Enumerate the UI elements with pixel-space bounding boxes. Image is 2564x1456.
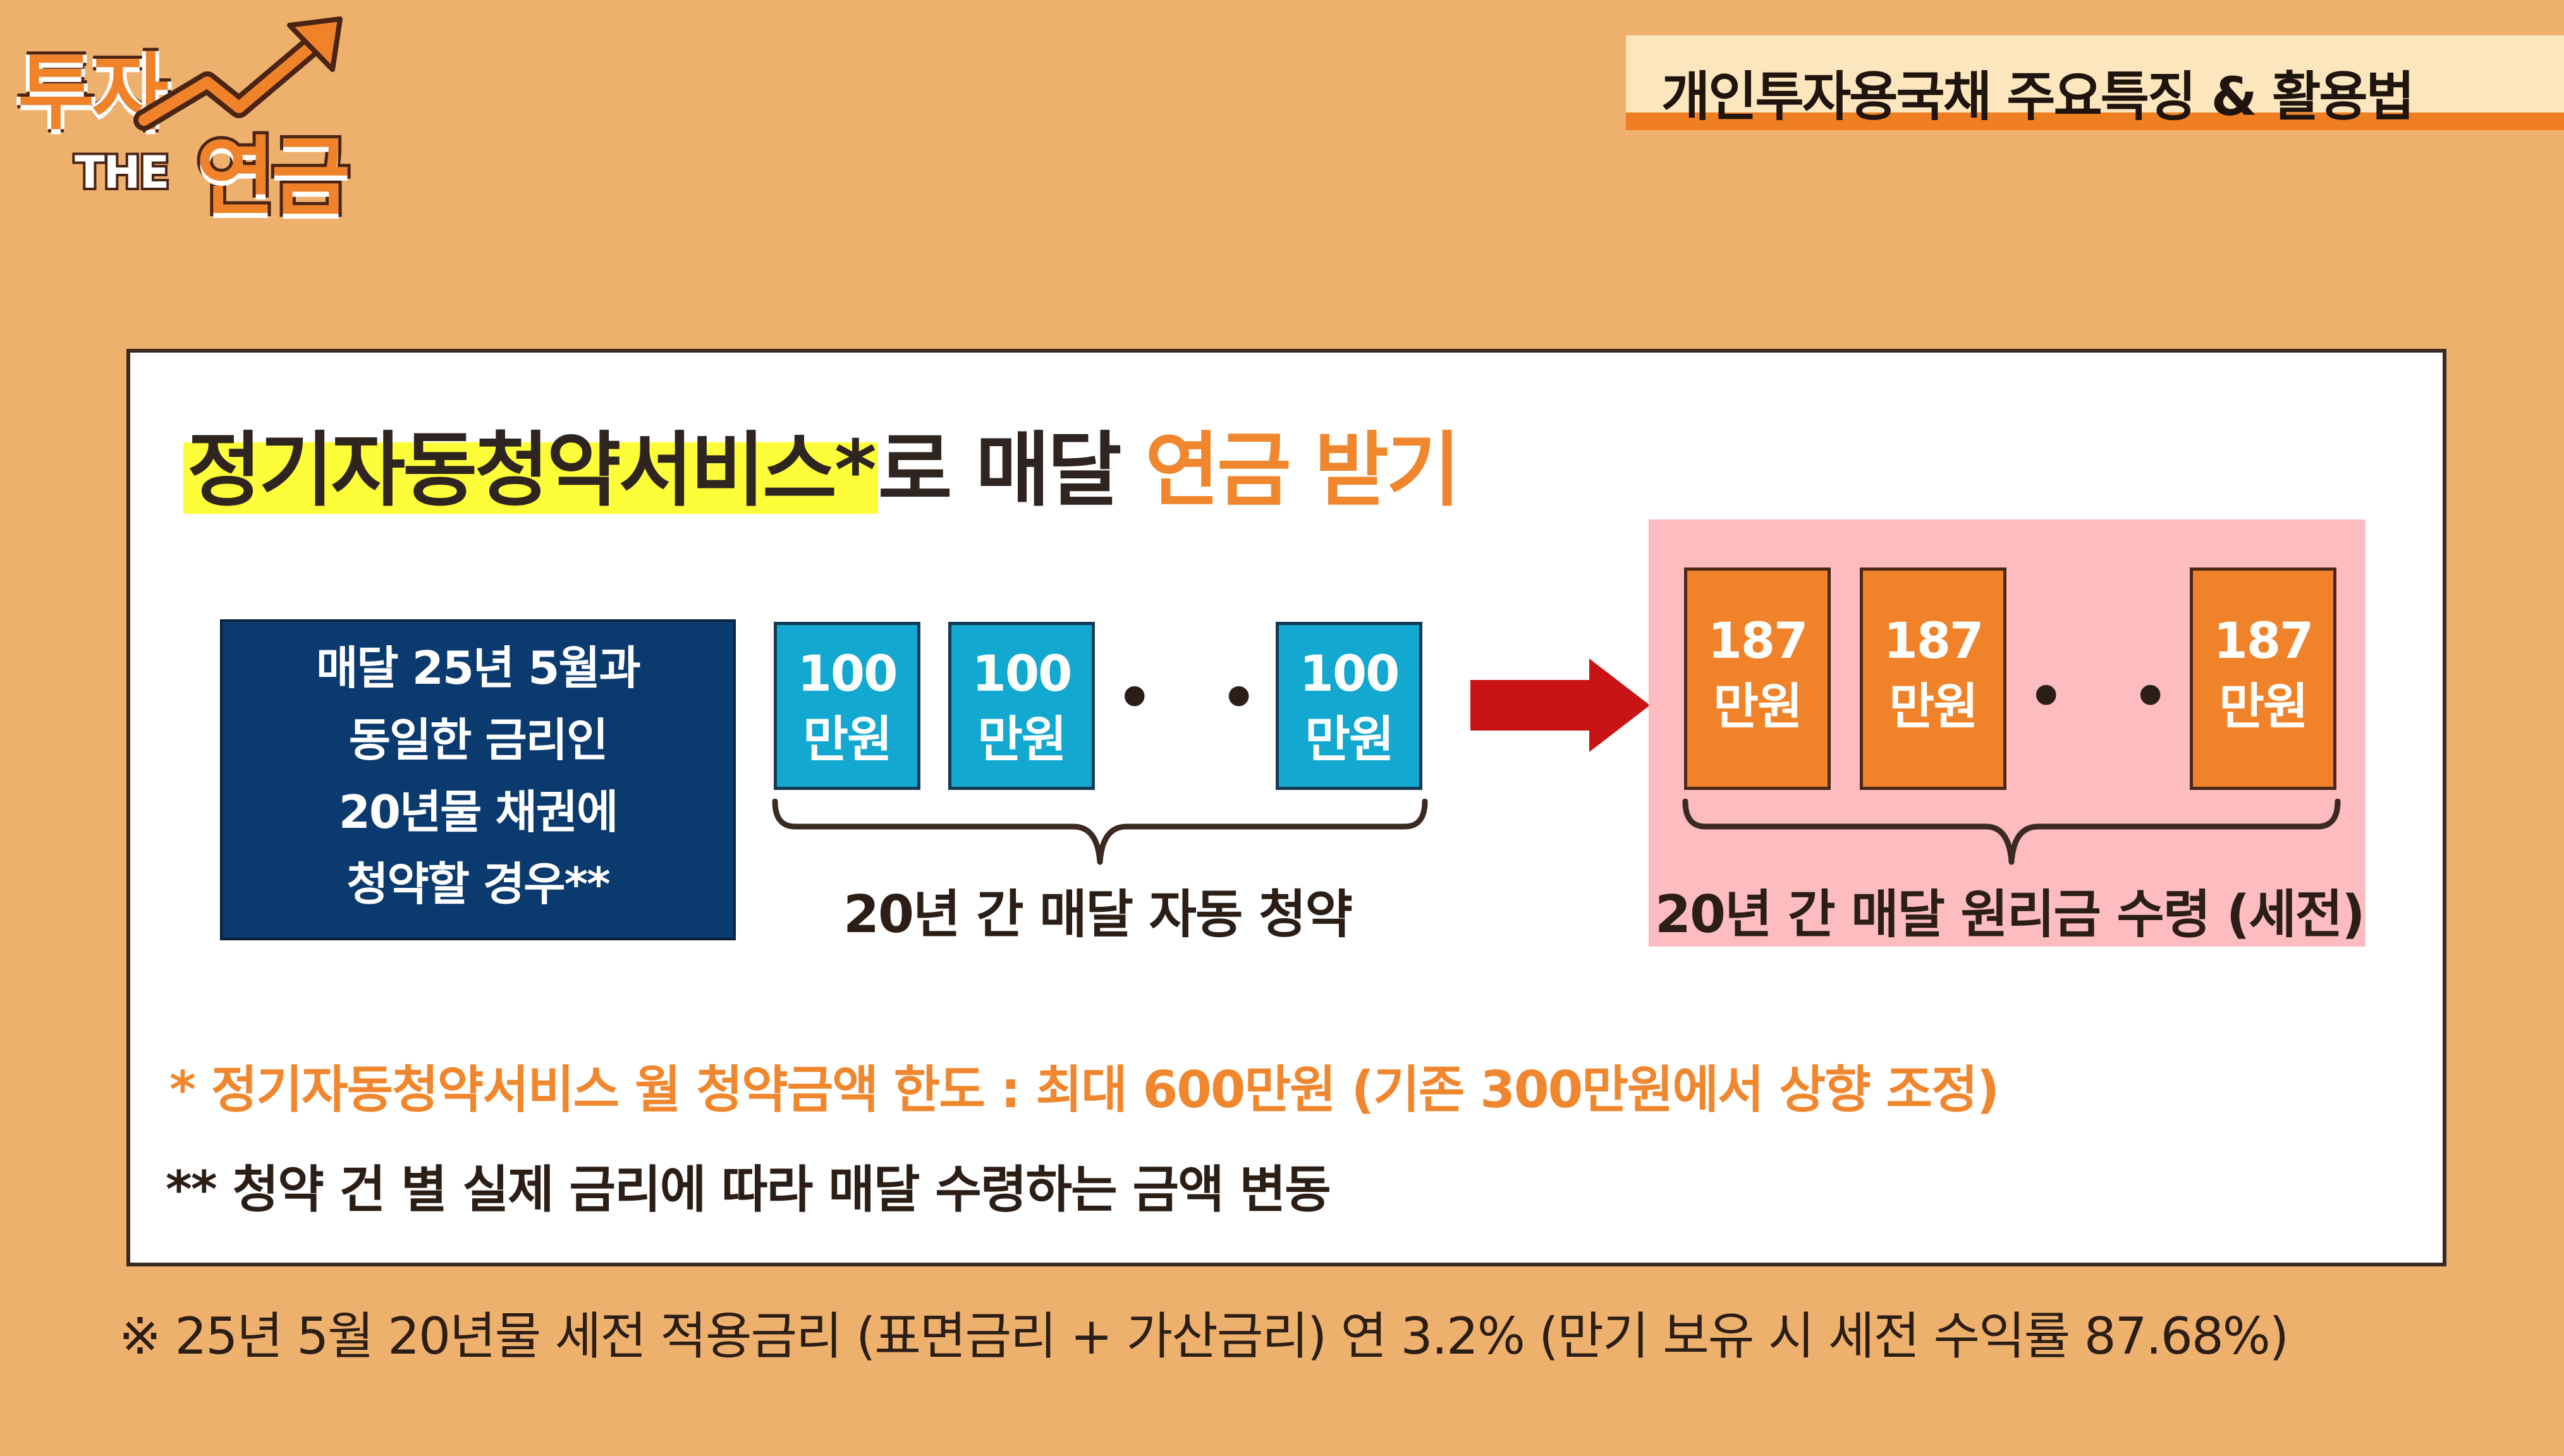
condition-box: 매달 25년 5월과 동일한 금리인 20년물 채권에 청약할 경우** <box>220 619 736 940</box>
condition-line: 동일한 금리인 <box>348 713 609 767</box>
section-tag-text: 개인투자용국채 주요특징 & 활용법 <box>1661 66 2415 128</box>
condition-line: 청약할 경우** <box>346 858 611 911</box>
subscription-brace <box>772 799 1428 865</box>
box-amount: 100 <box>1299 646 1400 703</box>
box-amount: 187 <box>1883 613 1984 670</box>
headline-middle: 로 매달 <box>877 423 1145 518</box>
trend-arrow-icon <box>133 16 343 131</box>
section-tag: 개인투자용국채 주요특징 & 활용법 <box>1626 35 2564 130</box>
footer-note: ※ 25년 5월 20년물 세전 적용금리 (표면금리 + 가산금리) 연 3.… <box>119 1307 2289 1366</box>
payout-box: 187 만원 <box>2190 567 2336 790</box>
logo-the-text: THE <box>72 144 172 201</box>
box-unit: 만원 <box>1305 712 1395 768</box>
payout-caption: 20년 간 매달 원리금 수령 (세전) <box>1655 885 2366 945</box>
box-unit: 만원 <box>2219 679 2309 736</box>
box-unit: 만원 <box>1713 679 1803 736</box>
box-unit: 만원 <box>977 712 1067 768</box>
note-limit: * 정기자동청약서비스 월 청약금액 한도 : 최대 600만원 (기존 300… <box>169 1060 1999 1119</box>
subscription-box: 100 만원 <box>1276 622 1422 790</box>
headline-highlight: 정기자동청약서비스* <box>183 423 878 518</box>
payout-brace <box>1682 799 2341 865</box>
subscription-box: 100 만원 <box>774 622 920 790</box>
payout-box: 187 만원 <box>1860 567 2006 790</box>
condition-line: 매달 25년 5월과 <box>316 641 641 695</box>
subscription-caption: 20년 간 매달 자동 청약 <box>843 885 1353 945</box>
arrow-right-icon <box>1470 658 1650 752</box>
box-amount: 187 <box>1707 613 1809 670</box>
box-amount: 100 <box>972 646 1073 703</box>
logo-sub-text: 연금 <box>193 124 353 231</box>
box-unit: 만원 <box>803 712 893 768</box>
note-variation: ** 청약 건 별 실제 금리에 따라 매달 수령하는 금액 변동 <box>166 1160 1331 1219</box>
box-unit: 만원 <box>1889 679 1979 736</box>
logo: 투자 THE 연금 <box>11 13 365 231</box>
headline: 정기자동청약서비스*로 매달 연금 받기 <box>183 404 1461 518</box>
headline-accent: 연금 받기 <box>1145 423 1461 518</box>
payout-box: 187 만원 <box>1684 567 1831 790</box>
condition-line: 20년물 채권에 <box>338 786 618 839</box>
box-amount: 187 <box>2213 613 2314 670</box>
box-amount: 100 <box>797 646 898 703</box>
subscription-box: 100 만원 <box>948 622 1095 790</box>
